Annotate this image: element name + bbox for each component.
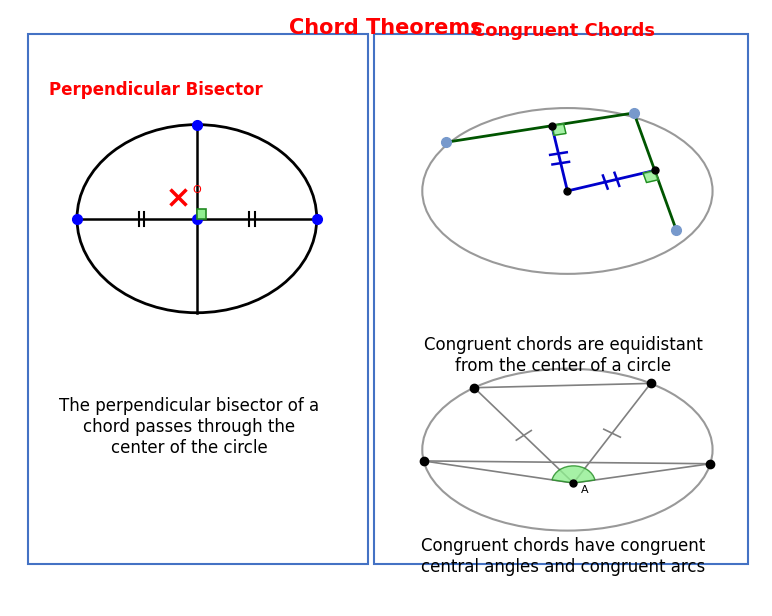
Text: Perpendicular Bisector: Perpendicular Bisector	[49, 81, 263, 99]
Text: A: A	[581, 485, 588, 495]
Text: O: O	[192, 185, 201, 195]
Bar	[374, 34, 748, 564]
Text: The perpendicular bisector of a
chord passes through the
center of the circle: The perpendicular bisector of a chord pa…	[59, 397, 319, 457]
Wedge shape	[552, 466, 595, 483]
Bar	[197, 209, 206, 219]
Text: Congruent Chords: Congruent Chords	[472, 22, 655, 39]
Polygon shape	[552, 124, 566, 136]
Text: Chord Theorems: Chord Theorems	[290, 18, 482, 38]
Polygon shape	[643, 171, 658, 182]
Bar	[28, 34, 368, 564]
Text: Congruent chords are equidistant
from the center of a circle: Congruent chords are equidistant from th…	[424, 336, 703, 375]
Text: Congruent chords have congruent
central angles and congruent arcs: Congruent chords have congruent central …	[422, 537, 706, 576]
